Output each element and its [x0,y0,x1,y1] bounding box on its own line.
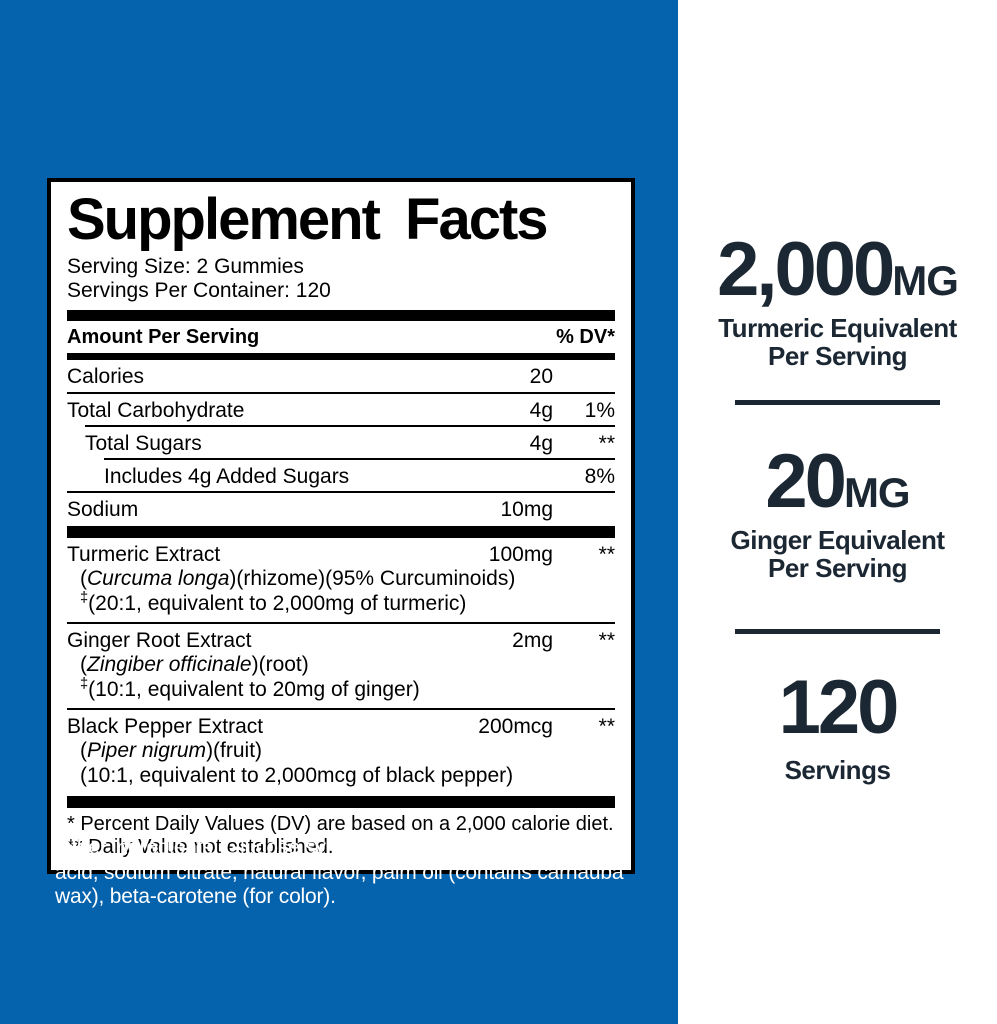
footnote-percent-dv: * Percent Daily Values (DV) are based on… [67,813,614,836]
extract-dv: ** [598,715,615,739]
turmeric-amount: 2,000MG [717,227,959,312]
highlight-turmeric: 2,000MG Turmeric Equivalent Per Serving [678,227,997,372]
row-name: Total Sugars [85,431,202,455]
dv-header-label: % DV* [556,326,615,349]
row-amount: 10mg [500,497,553,521]
footnote-dv-not-established: ** Daily Value not established. [67,836,334,859]
divider-bar [67,796,615,809]
extract-equivalent-line: ‡(10:1, equivalent to 20mg of ginger) [80,675,420,701]
highlight-column: 2,000MG Turmeric Equivalent Per Serving … [678,0,997,1024]
extract-row-black-pepper: Black Pepper Extract 200mcg ** (Piper ni… [67,708,615,794]
row-amount: 4g [529,431,553,455]
row-dv: 1% [584,398,615,422]
table-header: Amount Per Serving % DV* [67,321,615,353]
ginger-caption: Ginger Equivalent Per Serving [730,525,946,584]
table-row-added-sugars: Includes 4g Added Sugars 8% [104,457,615,491]
highlight-ginger: 20MG Ginger Equivalent Per Serving [678,439,997,584]
mg-unit: MG [892,257,959,304]
row-dv: ** [598,431,615,455]
extract-name: Ginger Root Extract [67,628,252,652]
row-dv: 8% [584,464,615,488]
row-name: Total Carbohydrate [67,398,245,422]
row-name: Calories [67,365,145,389]
highlight-servings: 120 Servings [678,665,997,786]
servings-count: 120 [778,665,900,750]
other-ingredients-text: Other ingredients: Glucose syrup, sugar,… [55,836,627,909]
extract-amount: 2mg [512,628,553,652]
extract-equivalent-line: (10:1, equivalent to 2,000mcg of black p… [80,763,514,787]
extract-amount: 200mcg [478,715,553,739]
divider-bar [67,353,615,361]
extract-latin-line: (Curcuma longa)(rhizome)(95% Curcuminoid… [80,567,516,591]
mg-unit: MG [843,469,911,516]
extract-row-ginger: Ginger Root Extract 2mg ** (Zingiber off… [67,621,615,708]
divider-bar [67,525,615,538]
table-row-total-sugars: Total Sugars 4g ** [85,424,615,458]
section-divider [735,629,940,634]
servings-per-container: Servings Per Container: 120 [67,279,331,303]
extract-equivalent-line: ‡(20:1, equivalent to 2,000mg of turmeri… [80,589,467,615]
section-divider [735,400,940,405]
supplement-facts-panel: Supplement Facts Serving Size: 2 Gummies… [47,178,635,874]
row-amount: 4g [529,398,553,422]
supplement-facts-title: Supplement Facts [67,187,549,252]
servings-caption: Servings [784,755,891,786]
extract-dv: ** [598,628,615,652]
table-row-sodium: Sodium 10mg [67,490,615,524]
row-name: Includes 4g Added Sugars [104,464,350,488]
ginger-amount: 20MG [765,439,911,524]
extract-latin-line: (Zingiber officinale)(root) [80,653,309,677]
extract-name: Turmeric Extract [67,542,221,566]
footnotes: * Percent Daily Values (DV) are based on… [67,808,615,859]
divider-bar [67,310,615,322]
extract-dv: ** [598,542,615,566]
extract-amount: 100mg [488,542,553,566]
turmeric-caption: Turmeric Equivalent Per Serving [718,313,957,372]
extract-name: Black Pepper Extract [67,715,264,739]
extract-latin-line: (Piper nigrum)(fruit) [80,739,263,763]
serving-size: Serving Size: 2 Gummies [67,255,304,279]
amount-per-serving-label: Amount Per Serving [67,326,260,349]
table-row-total-carbohydrate: Total Carbohydrate 4g 1% [67,391,615,425]
extract-row-turmeric: Turmeric Extract 100mg ** (Curcuma longa… [67,538,615,622]
row-amount: 20 [529,365,553,389]
row-name: Sodium [67,497,139,521]
table-row-calories: Calories 20 [67,360,615,391]
